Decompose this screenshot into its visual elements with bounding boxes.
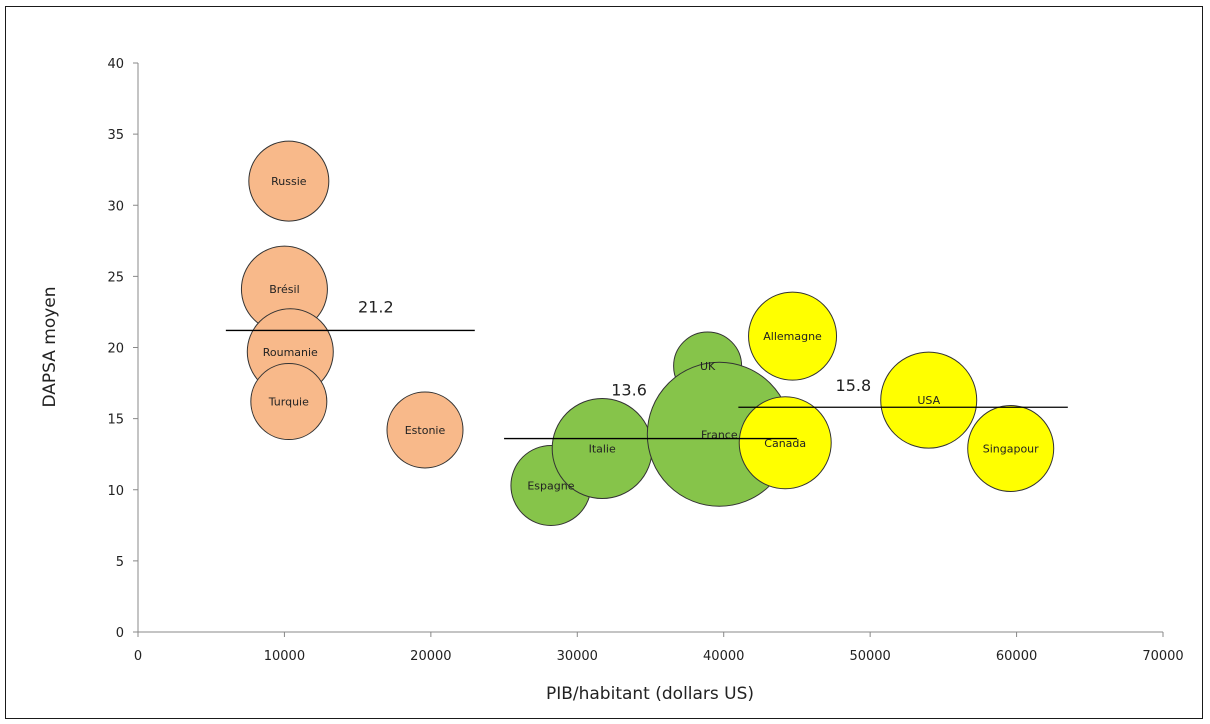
- x-tick-label: 70000: [1142, 649, 1183, 664]
- bubble-estonie: [386, 391, 464, 469]
- y-tick-label: 35: [107, 128, 124, 143]
- x-tick-label: 60000: [996, 649, 1037, 664]
- bubble-point: [748, 291, 838, 381]
- y-axis-title: DAPSA moyen: [40, 286, 60, 407]
- bubble-label: Italie: [589, 442, 616, 455]
- x-tick-label: 0: [134, 649, 142, 664]
- bubble-point: [967, 404, 1055, 492]
- bubble-allemagne: [748, 291, 838, 381]
- x-tick-label: 20000: [410, 649, 451, 664]
- bubble-point: [250, 363, 328, 441]
- y-tick-label: 20: [107, 342, 124, 357]
- mean-label: 13.6: [611, 381, 647, 400]
- bubble-label: Espagne: [527, 479, 574, 492]
- bubble-label: Russie: [271, 175, 307, 188]
- mean-lines: 21.2 13.6 15.8: [225, 297, 1068, 440]
- x-tick-label: 30000: [557, 649, 598, 664]
- x-tick-label: 50000: [849, 649, 890, 664]
- y-ticks: 0 5 10 15 20 25 30 35 40: [107, 57, 138, 641]
- bubble-singapour: [967, 404, 1055, 492]
- axes: 0 10000 20000 30000 40000 50000 60000 70000 0 5 1…: [107, 57, 1183, 664]
- bubble-russie: [248, 140, 330, 222]
- bubble-label: Allemagne: [763, 330, 822, 343]
- bubble-label: UK: [700, 360, 716, 373]
- bubble-turquie: [250, 363, 328, 441]
- bubble-point: [880, 351, 978, 449]
- x-tick-label: 40000: [703, 649, 744, 664]
- x-tick-label: 10000: [264, 649, 305, 664]
- y-tick-label: 40: [107, 57, 124, 72]
- chart-frame: [5, 6, 1203, 719]
- bubble-label: Roumanie: [263, 346, 318, 359]
- y-tick-label: 25: [107, 270, 124, 285]
- x-ticks: 0 10000 20000 30000 40000 50000 60000 70000: [134, 632, 1184, 664]
- bubble-label: Canada: [764, 437, 806, 450]
- bubble-point: [386, 391, 464, 469]
- bubble-label: Estonie: [405, 424, 446, 437]
- mean-label: 21.2: [358, 297, 394, 316]
- x-axis-title: PIB/habitant (dollars US): [546, 684, 754, 704]
- bubbles: Russie Brésil Roumanie Turquie Estonie Espagn…: [240, 140, 1055, 526]
- y-tick-label: 10: [107, 484, 124, 499]
- bubble-point: [248, 140, 330, 222]
- y-tick-label: 0: [116, 626, 124, 641]
- y-tick-label: 5: [116, 555, 124, 570]
- bubble-usa: [880, 351, 978, 449]
- mean-label: 15.8: [836, 376, 872, 395]
- bubble-label: USA: [917, 394, 940, 407]
- y-tick-label: 15: [107, 413, 124, 428]
- bubble-label: Brésil: [269, 283, 299, 296]
- y-tick-label: 30: [107, 199, 124, 214]
- bubble-label: France: [701, 428, 738, 441]
- bubble-canada: [738, 396, 832, 490]
- bubble-point: [738, 396, 832, 490]
- bubble-label: Turquie: [268, 396, 309, 409]
- bubble-label: Singapour: [983, 442, 1039, 455]
